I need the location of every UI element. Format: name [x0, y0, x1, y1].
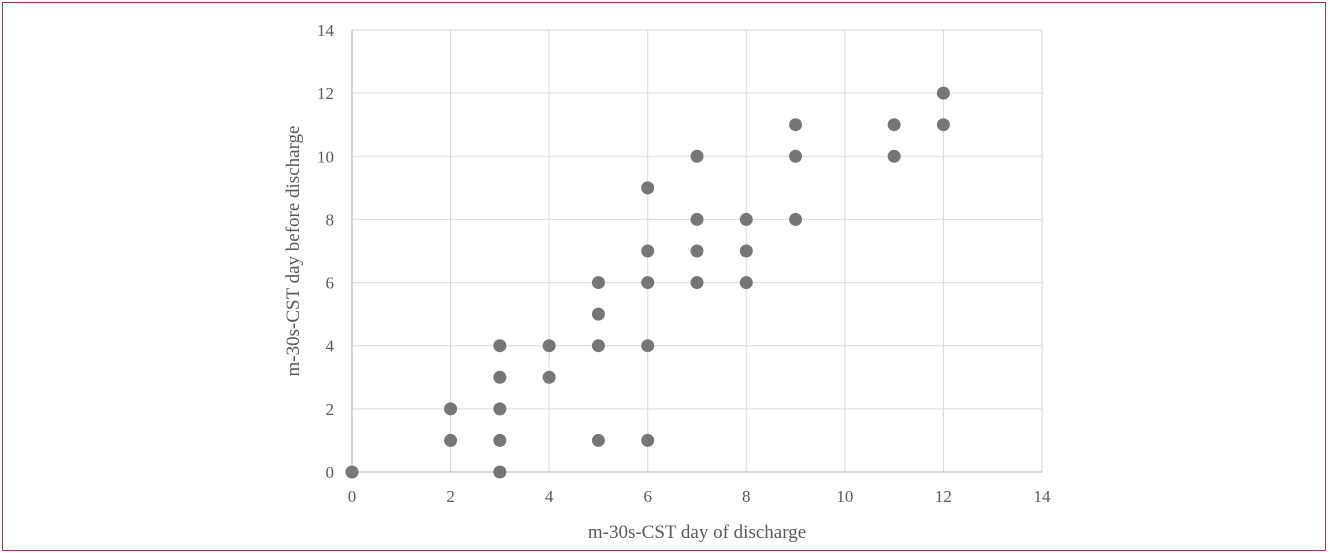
- data-point: [493, 370, 507, 384]
- x-tick-label: 4: [545, 487, 554, 506]
- data-point: [444, 433, 458, 447]
- y-tick-label: 14: [317, 21, 335, 40]
- data-point: [690, 244, 704, 258]
- axes: [351, 30, 1042, 473]
- data-point: [345, 465, 359, 479]
- data-point: [641, 276, 655, 290]
- data-point: [936, 86, 950, 100]
- y-tick-label: 10: [317, 147, 334, 166]
- data-point: [641, 339, 655, 353]
- data-point: [641, 244, 655, 258]
- x-tick-label: 14: [1034, 487, 1052, 506]
- x-tick-label: 12: [935, 487, 952, 506]
- data-point: [887, 118, 901, 132]
- y-tick-label: 12: [317, 84, 334, 103]
- x-axis-title: m-30s-CST day of discharge: [588, 522, 806, 543]
- y-tick-label: 2: [326, 400, 335, 419]
- x-tick-labels: 0 2 4 6 8 10 12 14: [348, 487, 1051, 506]
- y-tick-label: 6: [326, 274, 335, 293]
- data-point: [789, 149, 803, 163]
- data-point: [641, 181, 655, 195]
- data-point: [641, 433, 655, 447]
- y-tick-label: 8: [326, 210, 335, 229]
- y-tick-labels: 0 2 4 6 8 10 12 14: [317, 21, 335, 482]
- data-point: [936, 118, 950, 132]
- data-point: [789, 212, 803, 226]
- data-point: [789, 118, 803, 132]
- data-point: [887, 149, 901, 163]
- data-point: [493, 402, 507, 416]
- x-tick-label: 8: [742, 487, 751, 506]
- data-point: [739, 212, 753, 226]
- data-point: [542, 339, 556, 353]
- data-point: [591, 276, 605, 290]
- x-tick-label: 0: [348, 487, 357, 506]
- gridlines: [352, 29, 1043, 472]
- x-tick-label: 6: [643, 487, 652, 506]
- data-point: [739, 244, 753, 258]
- data-point: [542, 370, 556, 384]
- y-tick-label: 0: [326, 463, 335, 482]
- data-point: [444, 402, 458, 416]
- data-point: [690, 149, 704, 163]
- data-point: [739, 276, 753, 290]
- scatter-chart: 0 2 4 6 8 10 12 14 0 2 4 6 8 10 12 14 m-30s-CST day of…: [283, 21, 1051, 543]
- x-tick-label: 2: [446, 487, 455, 506]
- data-point: [493, 339, 507, 353]
- x-tick-label: 10: [836, 487, 853, 506]
- y-axis-title: m-30s-CST day before discharge: [283, 126, 304, 377]
- data-point: [591, 433, 605, 447]
- data-point: [591, 339, 605, 353]
- data-point: [690, 276, 704, 290]
- y-tick-label: 4: [326, 337, 335, 356]
- data-point: [493, 465, 507, 479]
- data-points: [345, 86, 950, 479]
- data-point: [591, 307, 605, 321]
- data-point: [493, 433, 507, 447]
- data-point: [690, 212, 704, 226]
